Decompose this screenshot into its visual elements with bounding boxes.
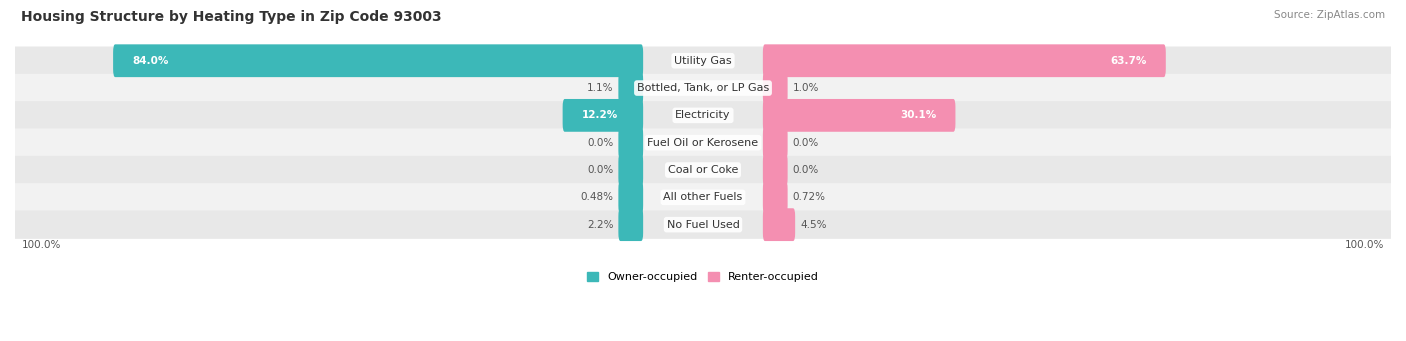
FancyBboxPatch shape [619,153,643,187]
Text: 0.0%: 0.0% [588,165,613,175]
FancyBboxPatch shape [619,126,643,159]
Text: 1.0%: 1.0% [793,83,818,93]
FancyBboxPatch shape [15,46,1391,75]
FancyBboxPatch shape [15,210,1391,239]
Text: Coal or Coke: Coal or Coke [668,165,738,175]
Text: Source: ZipAtlas.com: Source: ZipAtlas.com [1274,10,1385,20]
FancyBboxPatch shape [763,208,796,241]
FancyBboxPatch shape [619,181,643,214]
Text: 100.0%: 100.0% [22,240,62,250]
FancyBboxPatch shape [15,183,1391,211]
Text: 2.2%: 2.2% [588,220,613,229]
FancyBboxPatch shape [15,156,1391,184]
FancyBboxPatch shape [112,44,643,77]
Text: 63.7%: 63.7% [1111,56,1146,66]
Text: Bottled, Tank, or LP Gas: Bottled, Tank, or LP Gas [637,83,769,93]
FancyBboxPatch shape [763,153,787,187]
Text: Electricity: Electricity [675,110,731,120]
FancyBboxPatch shape [15,129,1391,157]
Text: 0.0%: 0.0% [793,138,818,148]
FancyBboxPatch shape [763,181,787,214]
FancyBboxPatch shape [619,208,643,241]
Text: 100.0%: 100.0% [1344,240,1384,250]
Text: 4.5%: 4.5% [800,220,827,229]
Text: All other Fuels: All other Fuels [664,192,742,202]
FancyBboxPatch shape [15,101,1391,130]
FancyBboxPatch shape [15,74,1391,102]
Text: 84.0%: 84.0% [132,56,169,66]
Text: 12.2%: 12.2% [582,110,619,120]
Text: Utility Gas: Utility Gas [675,56,731,66]
Text: Fuel Oil or Kerosene: Fuel Oil or Kerosene [647,138,759,148]
FancyBboxPatch shape [763,44,1166,77]
Text: 0.0%: 0.0% [588,138,613,148]
FancyBboxPatch shape [562,99,643,132]
Text: 30.1%: 30.1% [900,110,936,120]
Legend: Owner-occupied, Renter-occupied: Owner-occupied, Renter-occupied [582,267,824,287]
FancyBboxPatch shape [619,72,643,104]
Text: 0.48%: 0.48% [581,192,613,202]
FancyBboxPatch shape [763,72,787,104]
Text: No Fuel Used: No Fuel Used [666,220,740,229]
Text: 1.1%: 1.1% [588,83,613,93]
Text: Housing Structure by Heating Type in Zip Code 93003: Housing Structure by Heating Type in Zip… [21,10,441,24]
FancyBboxPatch shape [763,99,956,132]
Text: 0.72%: 0.72% [793,192,825,202]
FancyBboxPatch shape [763,126,787,159]
Text: 0.0%: 0.0% [793,165,818,175]
